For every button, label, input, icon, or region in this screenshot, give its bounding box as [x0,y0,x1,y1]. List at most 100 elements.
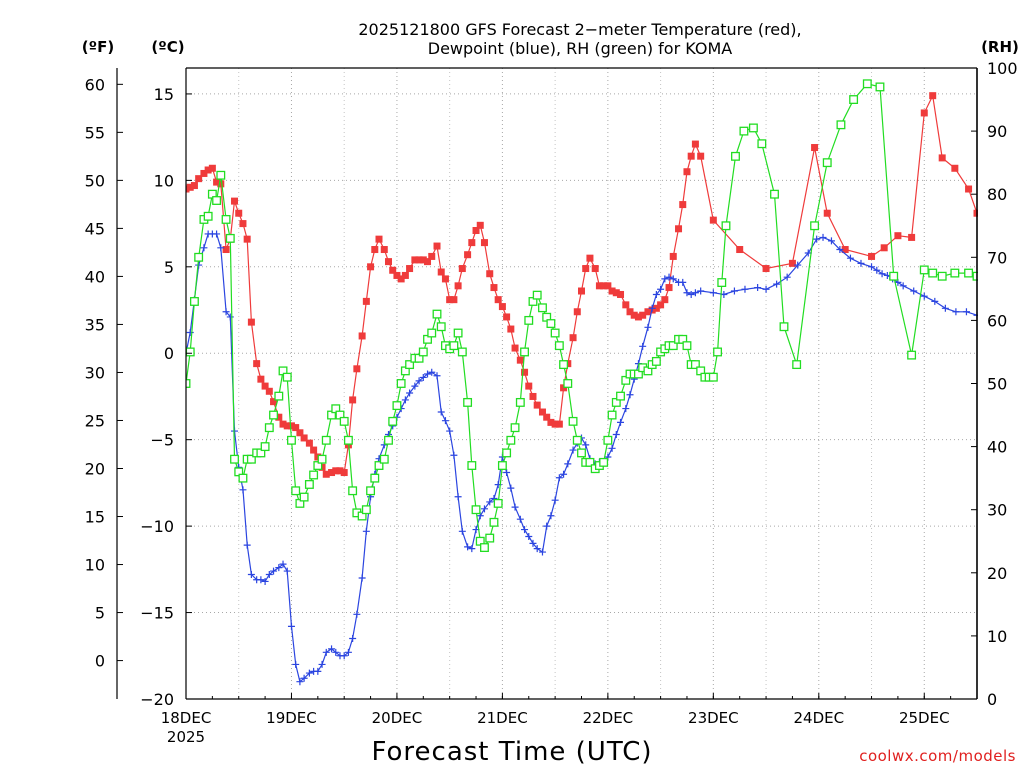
fahrenheit-tick-label: 25 [85,411,105,430]
celsius-tick-label: −10 [140,517,174,536]
rh-point [489,517,499,527]
x-tick-label: 20DEC [372,709,423,727]
rh-point [577,448,586,458]
rh-point [849,95,859,104]
dewpoint-point [612,430,620,438]
dewpoint-point [543,522,551,530]
rh-point [291,486,301,496]
temperature-point [296,429,304,437]
x-tick-label: 25DEC [899,709,950,727]
temperature-point [555,420,563,428]
temperature-point [929,92,937,100]
rh-point [770,189,779,199]
rh-tick-label: 40 [987,438,1007,457]
temperature-point [243,235,251,243]
dewpoint-point [819,233,827,241]
rh-point [449,341,459,351]
fahrenheit-tick-label: 35 [85,315,105,334]
dewpoint-point [270,567,278,575]
dewpoint-point [305,669,313,677]
celsius-tick-label: 5 [164,258,174,277]
rh-tick-label: 30 [987,501,1007,520]
rh-point [585,457,595,467]
dewpoint-point [547,512,555,520]
dewpoint-point [665,273,673,281]
temperature-point [547,418,555,426]
temperature-point [195,175,203,183]
rh-point [603,435,613,445]
dewpoint-point [683,289,691,297]
rh-point [370,473,380,483]
rh-point [343,435,353,445]
rh-point [396,379,406,388]
dewpoint-point [741,285,749,293]
rh-point [599,457,609,467]
temperature-point [441,275,449,283]
temperature-point [231,197,239,205]
dewpoint-point [507,484,515,492]
dewpoint-point [941,304,949,312]
rh-point [668,341,678,351]
dewpoint-point [794,261,802,269]
rh-point [950,268,960,278]
rh-point [212,196,222,205]
rh-point [348,486,358,496]
rh-tick-label: 60 [987,311,1007,330]
dewpoint-point [247,571,255,579]
dewpoint-point [516,515,524,523]
temperature-point [332,467,340,475]
rh-point [928,268,938,278]
dewpoint-point [525,532,533,540]
temperature-point [476,221,484,229]
rh-point [572,435,582,445]
dewpoint-point [257,576,265,584]
dewpoint-point [468,545,476,553]
temperature-point [270,398,278,406]
dewpoint-point [762,285,770,293]
dewpoint-point [873,266,881,274]
temperature-point [480,239,488,247]
rh-point [713,347,723,357]
dewpoint-point [283,567,291,575]
rh-tick-label: 20 [987,564,1007,583]
rh-point [792,360,802,370]
dewpoint-point [419,373,427,381]
x-tick-label: 24DEC [794,709,845,727]
fahrenheit-tick-label: 30 [85,363,105,382]
temperature-point [375,235,383,243]
temperature-point [279,420,287,428]
dewpoint-point [669,275,677,283]
temperature-point [253,360,261,368]
temperature-point [283,422,291,430]
temperature-point [683,168,691,176]
rh-point [225,233,235,243]
dewpoint-point [292,660,300,668]
rh-point [493,498,503,508]
rh-point [515,397,525,407]
dewpoint-point [564,460,572,468]
temperature-point [595,282,603,290]
temperature-point [578,287,585,295]
dewpoint-point [464,543,472,551]
temperature-point [486,270,494,278]
rh-point [506,435,516,445]
temperature-point [622,301,630,309]
dewpoint-point [480,505,488,513]
dewpoint-point [349,634,357,642]
rh-tick-label: 80 [987,185,1007,204]
dewpoint-point [296,678,304,686]
unit-label-rh: (RH) [981,38,1019,56]
axes: 605550454035302520151050151050−5−10−15−2… [85,59,1018,746]
dewpoint-point [458,527,466,535]
temperature-point [762,265,770,273]
temperature-point [687,152,695,160]
rh-point [418,347,428,357]
fahrenheit-tick-label: 0 [95,652,105,671]
temperature-point [411,256,419,264]
temperature-point [397,275,405,283]
temperature-point [389,266,397,274]
rh-point [550,328,560,338]
dewpoint-point [617,418,625,426]
temperature-point [617,290,625,298]
dewpoint-point [648,304,656,312]
